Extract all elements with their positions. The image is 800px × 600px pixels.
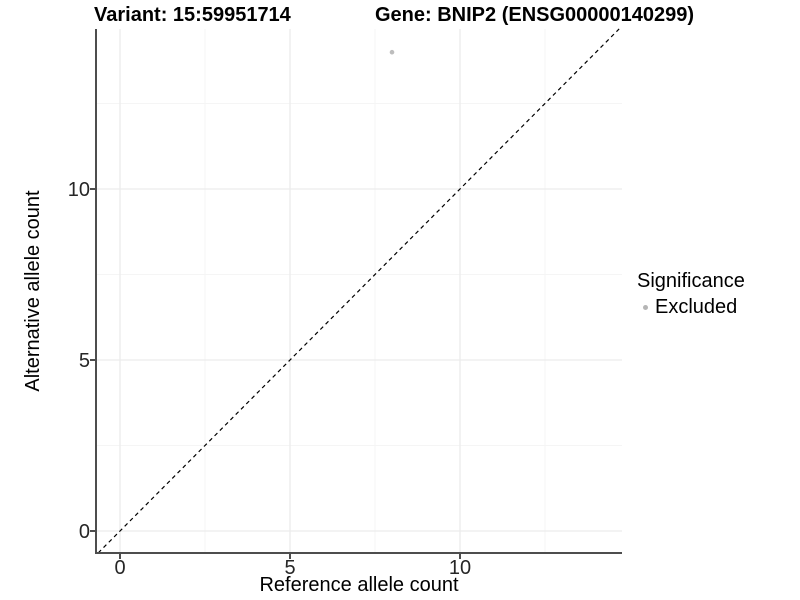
x-tick-label: 0	[114, 557, 126, 579]
legend-item-excluded: Excluded	[637, 296, 745, 318]
x-axis-title: Reference allele count	[259, 574, 459, 596]
excluded-point-icon	[643, 304, 648, 310]
data-point	[389, 49, 395, 55]
identity-dashed-line	[97, 28, 620, 554]
variant-title: Variant: 15:59951714	[94, 4, 291, 26]
y-tick-label: 0	[78, 521, 90, 543]
legend: Significance Excluded	[637, 270, 745, 318]
gene-title: Gene: BNIP2 (ENSG00000140299)	[375, 4, 695, 26]
y-axis-title: Alternative allele count	[22, 190, 44, 392]
y-tick-label: 10	[67, 179, 90, 201]
x-tick-label: 10	[448, 557, 472, 579]
legend-title: Significance	[637, 270, 745, 292]
x-tick-label: 5	[284, 557, 296, 579]
legend-item-label: Excluded	[655, 296, 738, 318]
y-tick-label: 5	[78, 350, 90, 372]
